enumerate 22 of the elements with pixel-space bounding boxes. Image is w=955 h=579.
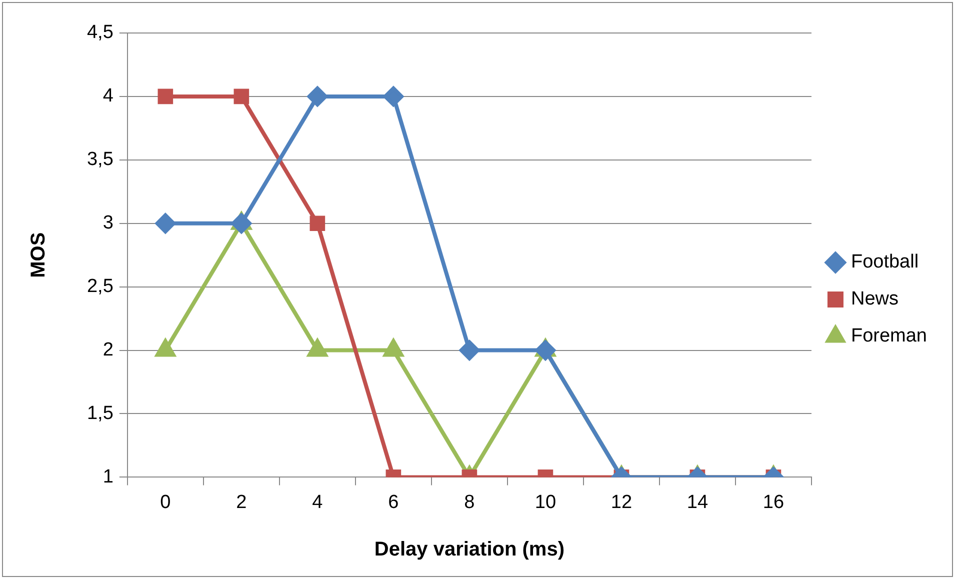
x-tick-label: 2: [236, 492, 247, 513]
x-tick-label: 14: [686, 492, 708, 513]
x-tick-label: 0: [160, 492, 171, 513]
y-axis-title: MOS: [28, 232, 50, 278]
y-tick-label: 3,5: [86, 149, 114, 170]
y-tick-label: 4,5: [86, 22, 114, 44]
x-axis-title: Delay variation (ms): [374, 538, 564, 561]
x-tick-label: 6: [388, 492, 399, 513]
y-tick-label: 1,5: [86, 402, 114, 424]
legend-label: News: [850, 288, 898, 310]
x-tick-label: 10: [534, 492, 556, 513]
legend-label: Foreman: [850, 326, 928, 347]
x-tick-label: 8: [464, 492, 475, 513]
y-tick-label: 1: [102, 466, 114, 488]
y-tick-label: 2: [102, 340, 114, 361]
x-tick-label: 16: [762, 492, 784, 513]
x-tick-label: 4: [312, 492, 324, 513]
legend-label: Football: [850, 252, 919, 273]
y-tick-label: 3: [102, 212, 114, 234]
y-tick-label: 4: [102, 86, 114, 107]
x-tick-label: 12: [610, 492, 632, 513]
y-tick-label: 2,5: [86, 276, 114, 298]
